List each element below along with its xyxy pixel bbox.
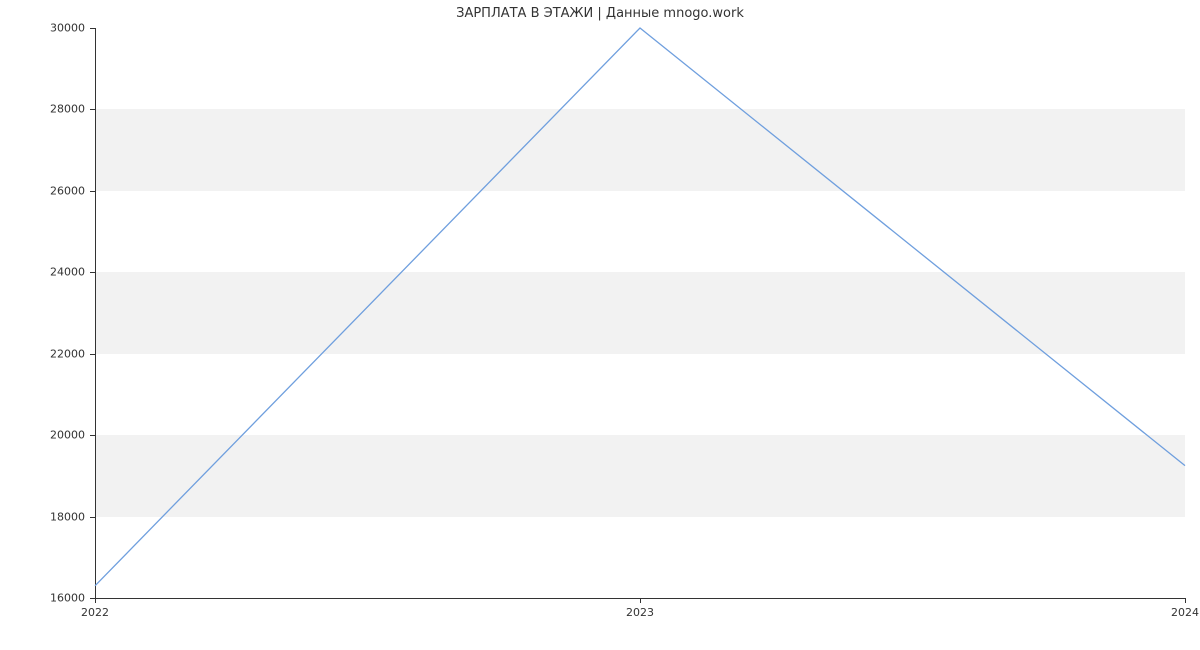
y-tick-label: 30000 (25, 22, 85, 35)
line-layer (95, 28, 1185, 598)
x-tick-label: 2022 (81, 606, 109, 619)
plot-area: 1600018000200002200024000260002800030000… (95, 28, 1185, 598)
x-tick-mark (1185, 598, 1186, 603)
y-tick-label: 26000 (25, 184, 85, 197)
x-tick-mark (640, 598, 641, 603)
x-tick-label: 2023 (626, 606, 654, 619)
x-tick-label: 2024 (1171, 606, 1199, 619)
series-line-salary (95, 28, 1185, 586)
y-tick-label: 28000 (25, 103, 85, 116)
x-tick-mark (95, 598, 96, 603)
y-tick-label: 22000 (25, 347, 85, 360)
y-tick-label: 18000 (25, 510, 85, 523)
salary-line-chart: ЗАРПЛАТА В ЭТАЖИ | Данные mnogo.work 160… (0, 0, 1200, 650)
chart-title: ЗАРПЛАТА В ЭТАЖИ | Данные mnogo.work (0, 6, 1200, 21)
y-tick-label: 20000 (25, 429, 85, 442)
y-tick-label: 24000 (25, 266, 85, 279)
y-tick-label: 16000 (25, 592, 85, 605)
